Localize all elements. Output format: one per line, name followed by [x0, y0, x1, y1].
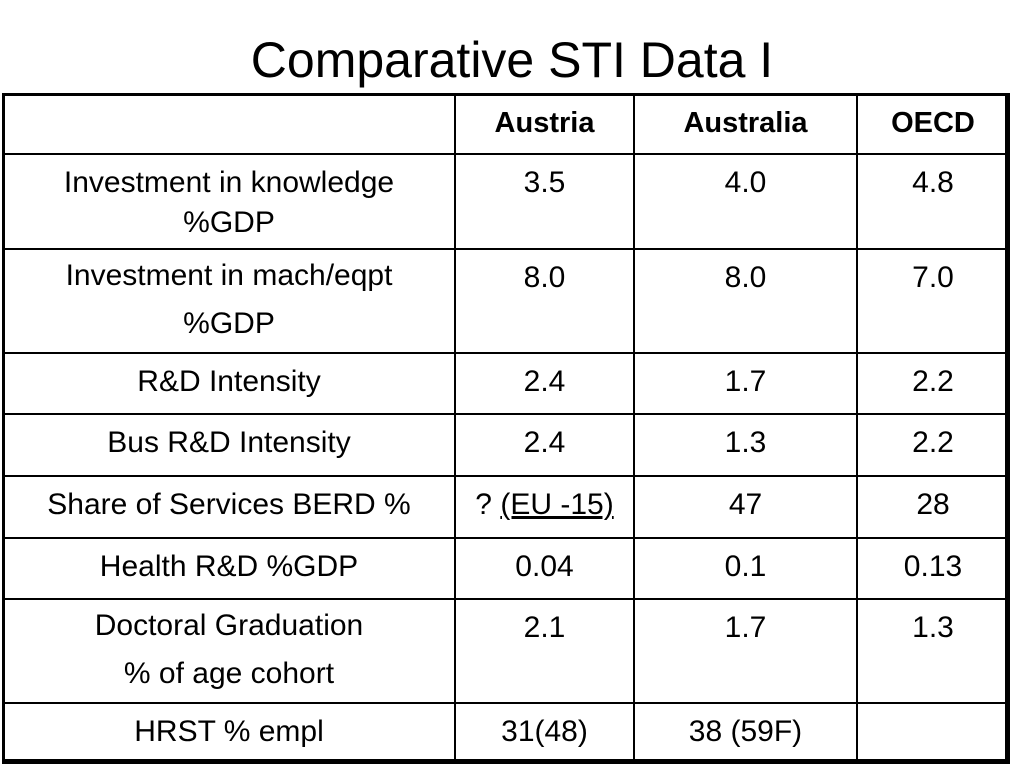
cell-australia: 1.7 [633, 598, 858, 704]
cell-austria: 31(48) [454, 702, 635, 764]
cell-oecd: 2.2 [856, 352, 1010, 415]
cell-austria: 2.4 [454, 413, 635, 477]
table-row: Doctoral Graduation % of age cohort 2.1 … [2, 598, 1010, 704]
column-header-oecd: OECD [856, 93, 1010, 155]
cell-oecd: 1.3 [856, 598, 1010, 704]
cell-australia: 38 (59F) [633, 702, 858, 764]
column-header-empty [2, 93, 456, 155]
row-label: Investment in mach/eqpt %GDP [2, 248, 456, 354]
cell-australia: 47 [633, 475, 858, 539]
cell-austria: 2.4 [454, 352, 635, 415]
row-label: Doctoral Graduation % of age cohort [2, 598, 456, 704]
cell-australia: 8.0 [633, 248, 858, 354]
cell-austria: 2.1 [454, 598, 635, 704]
row-label-line: %GDP [183, 307, 275, 340]
table-row: Investment in knowledge %GDP 3.5 4.0 4.8 [2, 153, 1010, 250]
row-label: Investment in knowledge %GDP [2, 153, 456, 250]
table-row: Health R&D %GDP 0.04 0.1 0.13 [2, 537, 1010, 600]
row-label: R&D Intensity [2, 352, 456, 415]
column-header-australia: Australia [633, 93, 858, 155]
cell-australia: 4.0 [633, 153, 858, 250]
cell-oecd: 2.2 [856, 413, 1010, 477]
table-row: HRST % empl 31(48) 38 (59F) [2, 702, 1010, 764]
cell-australia: 1.3 [633, 413, 858, 477]
cell-australia: 0.1 [633, 537, 858, 600]
table-row: Bus R&D Intensity 2.4 1.3 2.2 [2, 413, 1010, 477]
cell-oecd: 0.13 [856, 537, 1010, 600]
cell-oecd: 7.0 [856, 248, 1010, 354]
cell-value: ? [475, 488, 492, 521]
cell-austria: ? (EU -15) [454, 475, 635, 539]
row-label: HRST % empl [2, 702, 456, 764]
row-label: Health R&D %GDP [2, 537, 456, 600]
row-label-line: Investment in knowledge [63, 166, 395, 199]
cell-australia: 1.7 [633, 352, 858, 415]
column-header-austria: Austria [454, 93, 635, 155]
cell-austria: 3.5 [454, 153, 635, 250]
row-label-line: %GDP [183, 206, 275, 239]
cell-oecd: 28 [856, 475, 1010, 539]
table-row: Investment in mach/eqpt %GDP 8.0 8.0 7.0 [2, 248, 1010, 354]
table-row: Share of Services BERD % ? (EU -15) 47 2… [2, 475, 1010, 539]
slide-title: Comparative STI Data I [250, 32, 774, 88]
row-label-line: % of age cohort [123, 657, 335, 690]
row-label-line: Investment in mach/eqpt [65, 259, 393, 292]
table-row: R&D Intensity 2.4 1.7 2.2 [2, 352, 1010, 415]
row-label-line: Doctoral Graduation [94, 609, 364, 642]
eu15-note: (EU -15) [500, 488, 614, 521]
cell-oecd: 4.8 [856, 153, 1010, 250]
header-row: Austria Australia OECD [2, 93, 1010, 155]
cell-oecd [856, 702, 1010, 764]
cell-austria: 8.0 [454, 248, 635, 354]
sti-comparison-table: Austria Australia OECD Investment in kno… [2, 93, 1010, 764]
row-label: Bus R&D Intensity [2, 413, 456, 477]
row-label: Share of Services BERD % [2, 475, 456, 539]
cell-austria: 0.04 [454, 537, 635, 600]
